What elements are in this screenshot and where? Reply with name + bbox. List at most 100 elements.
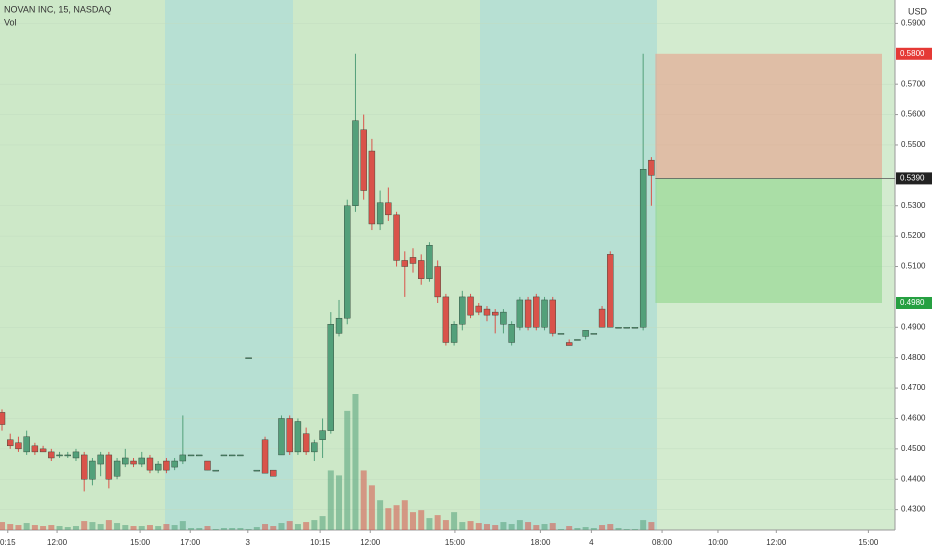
y-tick-label: 0.4700	[901, 383, 926, 392]
candle-body	[237, 454, 244, 457]
y-tick-label: 0.5900	[901, 19, 926, 28]
volume-bar	[615, 528, 622, 530]
candle-body	[393, 214, 400, 261]
volume-bar	[344, 410, 351, 530]
x-tick-label: 3	[246, 538, 251, 547]
volume-bar	[492, 525, 499, 530]
candle-body	[541, 299, 548, 328]
candle-body	[294, 421, 302, 453]
volume-bar	[418, 510, 425, 530]
volume-bar	[253, 527, 260, 530]
candle-body	[302, 433, 310, 453]
price-label-bg	[896, 47, 932, 60]
y-tick-label: 0.4500	[901, 444, 926, 453]
volume-bar	[7, 524, 14, 530]
x-tick-label: 12:00	[47, 538, 68, 547]
volume-bar	[410, 512, 416, 530]
volume-bar	[31, 525, 38, 530]
volume-bar	[385, 508, 392, 530]
candle-body	[409, 257, 417, 264]
candle-body	[327, 324, 334, 431]
volume-bar	[516, 520, 523, 530]
volume-bar	[188, 528, 195, 530]
x-tick-label: 15:00	[445, 538, 466, 547]
candle-body	[72, 451, 80, 459]
volume-bar	[122, 525, 129, 530]
y-tick-label: 0.4800	[901, 353, 926, 362]
volume-bar	[426, 518, 433, 530]
volume-bar	[549, 523, 556, 530]
candle-body	[212, 469, 219, 472]
candle-body	[631, 327, 639, 329]
volume-bar	[377, 500, 384, 530]
candle-body	[574, 339, 581, 341]
candle-body	[179, 454, 187, 462]
volume-bar	[311, 520, 318, 530]
candle-body	[204, 460, 211, 471]
candle-body	[516, 299, 524, 328]
y-tick-label: 0.4300	[901, 505, 926, 514]
candle-body	[623, 327, 630, 329]
x-tick-label: 18:00	[530, 538, 551, 547]
volume-bar	[64, 527, 71, 530]
volume-bar	[574, 528, 581, 530]
volume-bar	[451, 512, 458, 530]
volume-bar	[56, 526, 63, 530]
volume-bar	[270, 526, 277, 530]
candle-body	[39, 448, 47, 453]
y-tick-label: 0.5300	[901, 201, 926, 210]
volume-bar	[500, 522, 507, 530]
volume-bar	[294, 524, 301, 530]
y-tick-label: 0.5200	[901, 231, 926, 240]
volume-bar	[163, 524, 170, 530]
volume-bar	[130, 526, 137, 530]
volume-bar	[557, 529, 564, 530]
candle-body	[48, 451, 55, 459]
candle-body	[442, 296, 450, 343]
currency: USD	[908, 6, 928, 16]
candle-body	[163, 460, 170, 471]
volume-bar	[607, 524, 614, 530]
candle-body	[565, 342, 573, 346]
candle-body	[220, 454, 228, 457]
volume-bar	[262, 524, 269, 530]
volume-bar	[105, 520, 112, 530]
candle-body	[598, 308, 606, 328]
volume-bar	[467, 521, 474, 530]
candle-body	[335, 317, 343, 334]
candle-body	[401, 260, 408, 267]
candle-body	[549, 299, 556, 334]
x-tick-label: 10:15	[310, 538, 331, 547]
y-tick-label: 0.4900	[901, 322, 926, 331]
x-tick-label: 0:15	[0, 538, 16, 547]
x-tick-label: 12:00	[766, 538, 787, 547]
volume-bar	[352, 394, 359, 530]
volume-bar	[319, 516, 326, 530]
y-tick-label: 0.5100	[901, 262, 926, 271]
candle-body	[467, 296, 474, 316]
volume-bar	[599, 525, 606, 530]
candle-body	[56, 454, 63, 457]
volume-bar	[155, 526, 162, 530]
volume-bar	[229, 528, 236, 530]
volume-bar	[171, 525, 178, 530]
volume-bar	[89, 522, 96, 530]
y-tick-label: 0.4600	[901, 414, 926, 423]
candle-body	[376, 202, 384, 225]
volume-bar	[541, 524, 548, 530]
volume-bar	[640, 520, 647, 530]
volume-bar	[483, 524, 490, 530]
candle-body	[171, 460, 178, 468]
volume-bar	[23, 523, 30, 530]
volume-bar	[303, 522, 310, 530]
stop-zone	[655, 178, 882, 303]
x-tick-label: 4	[589, 538, 594, 547]
volume-bar	[72, 526, 79, 530]
volume-bar	[278, 523, 285, 530]
price-label: 0.4980	[900, 298, 925, 307]
candle-body	[360, 129, 367, 191]
candle-body	[418, 260, 425, 279]
price-axis-bg	[895, 0, 932, 550]
volume-bar	[631, 529, 638, 530]
candle-body	[557, 333, 565, 335]
